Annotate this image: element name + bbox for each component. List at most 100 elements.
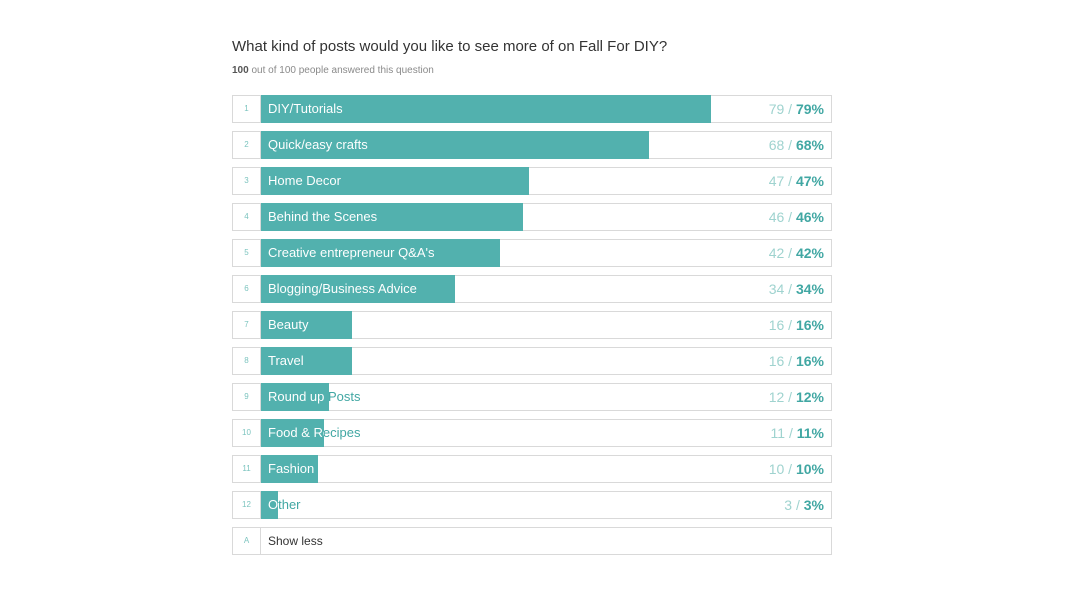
answer-label-overlay: Travel	[261, 347, 352, 375]
answer-index: 3	[233, 168, 261, 194]
stat-separator: /	[784, 101, 796, 117]
answer-label: Blogging/Business Advice	[268, 281, 417, 296]
answer-label-on-bar: Blogging/Business Advice	[268, 281, 417, 296]
answer-count: 16	[768, 317, 785, 333]
answer-count: 68	[768, 137, 785, 153]
answer-label-overlay: Behind the Scenes	[261, 203, 523, 231]
answer-stat: 68 / 68%	[769, 132, 824, 158]
stat-separator: /	[792, 497, 804, 513]
answer-index: 4	[233, 204, 261, 230]
answer-stat: 16 / 16%	[769, 312, 824, 338]
answer-label: Quick/easy crafts	[268, 137, 368, 152]
answer-index: 9	[233, 384, 261, 410]
answer-percent: 34%	[795, 281, 824, 297]
answer-bar	[261, 419, 324, 447]
answer-label: Fashion	[268, 461, 315, 476]
answer-bar	[261, 131, 649, 159]
answer-label: Other	[268, 497, 301, 512]
stat-separator: /	[784, 209, 796, 225]
answer-index: 12	[233, 492, 261, 518]
answer-stat: 3 / 3%	[784, 492, 824, 518]
answer-count: 16	[768, 353, 785, 369]
answer-count: 42	[768, 245, 785, 261]
answer-bar	[261, 167, 529, 195]
answer-label: Round up Posts	[268, 389, 361, 404]
answer-percent: 12%	[795, 389, 824, 405]
answer-label-on-bar: Round up Posts	[268, 389, 329, 404]
answer-row[interactable]: 4 Behind the Scenes Behind the Scenes 46 / …	[232, 203, 832, 231]
answer-index: 5	[233, 240, 261, 266]
answer-row[interactable]: 8 Travel Travel 16 / 16%	[232, 347, 832, 375]
answer-percent: 47%	[795, 173, 824, 189]
stat-separator: /	[784, 137, 796, 153]
answer-label-on-bar: Home Decor	[268, 173, 341, 188]
answer-bar	[261, 383, 329, 411]
answer-label-on-bar: Beauty	[268, 317, 309, 332]
answer-count: 79	[768, 101, 785, 117]
answer-row[interactable]: 6 Blogging/Business Advice Blogging/Busine…	[232, 275, 832, 303]
answer-row[interactable]: 2 Quick/easy crafts Quick/easy crafts 68 / …	[232, 131, 832, 159]
answer-label: DIY/Tutorials	[268, 101, 343, 116]
answer-bar	[261, 455, 318, 483]
stat-separator: /	[784, 389, 796, 405]
stat-separator: /	[784, 461, 796, 477]
answer-percent: 16%	[795, 353, 824, 369]
stat-separator: /	[784, 245, 796, 261]
answer-stat: 46 / 46%	[769, 204, 824, 230]
answer-stat: 12 / 12%	[769, 384, 824, 410]
answer-label-on-bar: Creative entrepreneur Q&A's	[268, 245, 435, 260]
question-title: What kind of posts would you like to see…	[232, 38, 668, 55]
answer-bar	[261, 203, 523, 231]
answer-stat: 79 / 79%	[769, 96, 824, 122]
answer-label-on-bar: Behind the Scenes	[268, 209, 378, 224]
answer-label: Travel	[268, 353, 304, 368]
answer-row[interactable]: 7 Beauty Beauty 16 / 16%	[232, 311, 832, 339]
answer-index: 2	[233, 132, 261, 158]
stat-separator: /	[784, 281, 796, 297]
answer-bar	[261, 239, 500, 267]
answer-index: 1	[233, 96, 261, 122]
answer-index: 8	[233, 348, 261, 374]
answer-bar	[261, 491, 278, 519]
answer-count: 47	[768, 173, 785, 189]
answer-label-overlay: Other	[261, 491, 278, 519]
answer-count: 11	[770, 425, 786, 441]
answer-label-overlay: Home Decor	[261, 167, 529, 195]
answer-label-on-bar: Travel	[268, 353, 304, 368]
answer-bar	[261, 275, 455, 303]
answer-stat: 34 / 34%	[769, 276, 824, 302]
stat-separator: /	[784, 317, 796, 333]
stat-separator: /	[785, 425, 797, 441]
answer-bar	[261, 95, 711, 123]
answer-percent: 68%	[795, 137, 824, 153]
show-less-key: A	[233, 528, 261, 554]
answer-percent: 3%	[803, 497, 824, 513]
stat-separator: /	[784, 353, 796, 369]
show-less-button[interactable]: A Show less	[232, 527, 832, 555]
answer-row[interactable]: 3 Home Decor Home Decor 47 / 47%	[232, 167, 832, 195]
answer-label-on-bar: Food & Recipes	[268, 425, 324, 440]
answer-percent: 46%	[795, 209, 824, 225]
answer-label-overlay: Round up Posts	[261, 383, 329, 411]
answer-row[interactable]: 12OtherOther3 / 3%	[232, 491, 832, 519]
answer-stat: 11 / 11%	[771, 420, 824, 446]
answer-label-on-bar: Other	[268, 497, 278, 512]
answer-bar	[261, 311, 352, 339]
answer-percent: 11%	[796, 425, 824, 441]
answer-label-overlay: DIY/Tutorials	[261, 95, 711, 123]
answer-row[interactable]: 11 Fashion Fashion 10 / 10%	[232, 455, 832, 483]
answer-index: 7	[233, 312, 261, 338]
answer-percent: 42%	[795, 245, 824, 261]
answer-row[interactable]: 5 Creative entrepreneur Q&A's Creative ent…	[232, 239, 832, 267]
answer-percent: 16%	[795, 317, 824, 333]
answer-count: 34	[768, 281, 785, 297]
answer-row[interactable]: 1 DIY/Tutorials DIY/Tutorials 79 / 79%	[232, 95, 832, 123]
answered-text: out of 100 people answered this question	[248, 65, 434, 76]
answer-count: 46	[768, 209, 785, 225]
answer-stat: 16 / 16%	[769, 348, 824, 374]
answer-stat: 47 / 47%	[769, 168, 824, 194]
answer-label-overlay: Beauty	[261, 311, 352, 339]
answer-list: 1 DIY/Tutorials DIY/Tutorials 79 / 79% 2 Quic…	[232, 95, 832, 563]
